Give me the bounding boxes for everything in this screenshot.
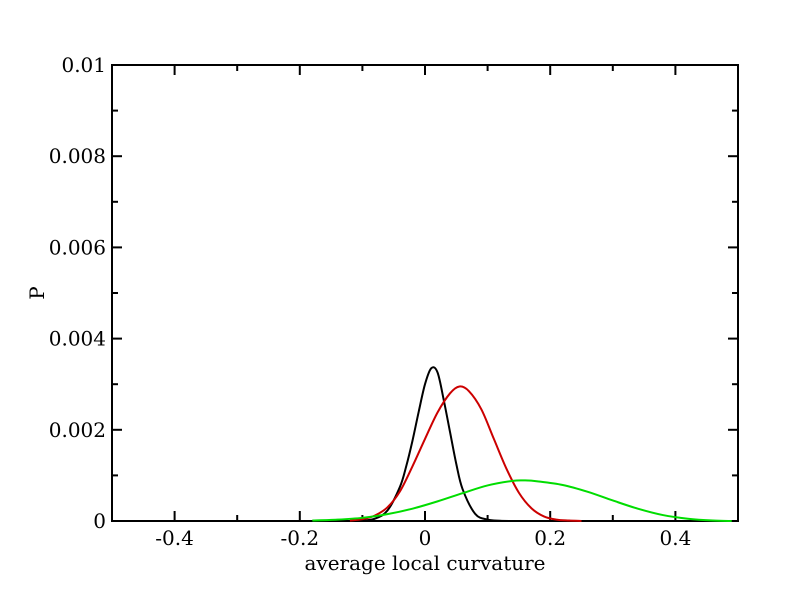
x-axis-label: average local curvature xyxy=(304,551,545,575)
x-tick-label: 0 xyxy=(419,526,432,550)
y-tick-label: 0.008 xyxy=(49,144,106,168)
x-tick-label: 0.2 xyxy=(534,526,566,550)
x-tick-label: 0.4 xyxy=(659,526,691,550)
series-line-3 xyxy=(312,479,732,522)
ticks xyxy=(111,64,739,522)
y-tick-label: 0.002 xyxy=(49,418,106,442)
x-tick-label: -0.2 xyxy=(281,526,320,550)
series-line-2 xyxy=(349,385,582,522)
y-tick-label: 0.01 xyxy=(61,53,106,77)
y-tick-label: 0.006 xyxy=(49,235,106,259)
y-tick-label: 0 xyxy=(93,509,106,533)
series-group xyxy=(312,366,732,522)
series-line-1 xyxy=(362,366,513,522)
x-tick-label: -0.4 xyxy=(155,526,194,550)
plot-frame xyxy=(111,64,739,522)
y-axis-label: P xyxy=(25,286,49,299)
y-tick-label: 0.004 xyxy=(49,327,106,351)
tick-labels: -0.4 -0.2 0 0.2 0.4 0 0.002 0.004 0.006 0.008 0.01 xyxy=(49,53,692,550)
